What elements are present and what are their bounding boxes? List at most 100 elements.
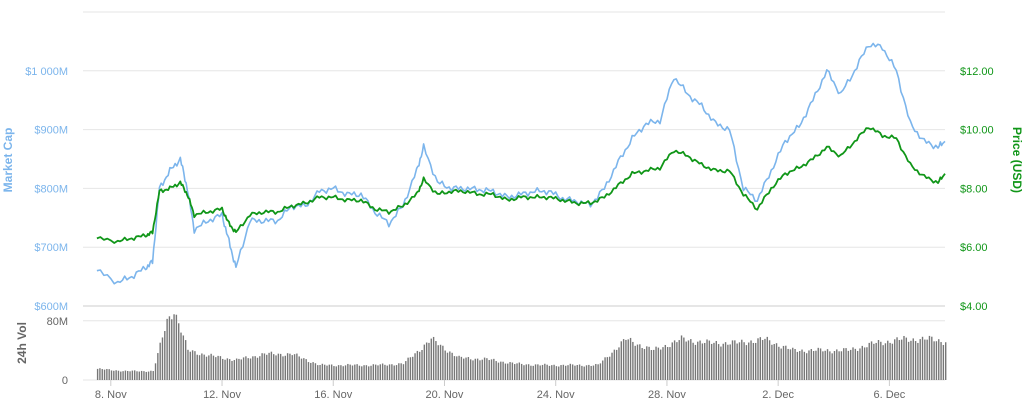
volume-bar [775, 343, 778, 380]
volume-bar [611, 352, 613, 380]
volume-bar [558, 366, 560, 380]
volume-bar [428, 342, 430, 380]
volume-bar [785, 345, 787, 380]
volume-bar [124, 370, 127, 380]
volume-bar [504, 363, 507, 380]
volume-bar [868, 342, 870, 380]
volume-bar [354, 364, 356, 380]
volume-bar [845, 348, 847, 380]
volume-bar [323, 364, 326, 380]
volume-bar [861, 345, 863, 380]
volume-bar [497, 362, 500, 380]
volume-bar [222, 358, 224, 380]
volume-bar [875, 342, 877, 380]
volume-bar [615, 349, 618, 380]
volume-bar [808, 350, 810, 380]
volume-bar [685, 341, 687, 380]
volume-bar [493, 358, 495, 380]
volume-bar [514, 364, 516, 380]
volume-bar [386, 365, 388, 380]
volume-bar [847, 350, 850, 380]
volume-bar [648, 346, 650, 380]
volume-bar [263, 353, 266, 380]
volume-bar [789, 349, 792, 380]
volume-bar [836, 349, 838, 380]
volume-bar [456, 356, 458, 380]
volume-bar [843, 348, 845, 380]
volume-bar [697, 341, 699, 380]
volume-bar [590, 365, 592, 380]
volume-bar [140, 370, 143, 380]
volume-bar [516, 363, 518, 380]
volume-bar [330, 364, 333, 380]
volume-bar [924, 339, 926, 380]
volume-bar [217, 355, 219, 380]
volume-bar [625, 339, 627, 380]
volume-bar [437, 345, 439, 380]
volume-bar [636, 344, 639, 380]
volume-bar [945, 342, 947, 380]
volume-bar [208, 355, 210, 380]
volume-bar [490, 359, 493, 380]
volume-bar [300, 358, 303, 380]
y-left-tick-label: $600M [34, 301, 68, 313]
volume-bar [312, 362, 314, 380]
volume-bar [377, 365, 379, 380]
volume-bar [143, 371, 145, 380]
volume-bar [402, 364, 405, 380]
volume-bar [715, 340, 717, 380]
volume-bar [368, 366, 370, 380]
volume-bar [284, 355, 286, 380]
volume-bar [926, 339, 928, 380]
volume-bar [430, 338, 432, 380]
volume-bar [771, 344, 773, 380]
y-left-title: Market Cap [1, 128, 15, 193]
volume-bar [159, 342, 161, 380]
volume-bar [553, 364, 555, 380]
volume-bar [604, 357, 606, 380]
volume-bar [671, 342, 673, 380]
volume-bar [891, 343, 894, 380]
volume-bar [722, 343, 724, 380]
volume-bar [627, 339, 629, 380]
volume-bar [912, 338, 914, 380]
volume-bar [481, 359, 483, 380]
volume-bar [106, 368, 108, 380]
volume-bar [599, 363, 602, 380]
volume-bar [720, 346, 722, 380]
volume-bar [921, 336, 924, 380]
volume-bar [463, 358, 465, 380]
volume-bar [184, 340, 187, 380]
volume-bar [147, 371, 150, 380]
volume-bar [173, 314, 175, 380]
volume-bar [620, 341, 622, 380]
x-tick-label: 20. Nov [426, 389, 464, 401]
volume-bar [551, 365, 553, 380]
volume-bars [96, 314, 947, 380]
y-left-tick-label: $800M [34, 183, 68, 195]
volume-bar [884, 343, 887, 380]
volume-bar [451, 352, 453, 380]
volume-bar [178, 323, 180, 380]
volume-bar [817, 347, 819, 380]
volume-bar [530, 365, 532, 380]
volume-bar [235, 358, 238, 380]
volume-bar [268, 352, 270, 380]
volume-bar [931, 336, 933, 380]
volume-bar [629, 337, 632, 380]
volume-bar [546, 364, 548, 380]
volume-bar [852, 347, 854, 380]
volume-bar [859, 348, 861, 380]
volume-bar [509, 362, 511, 380]
volume-bar [432, 336, 435, 380]
volume-bar [829, 351, 831, 380]
volume-bar [787, 348, 789, 380]
volume-bar [602, 360, 604, 380]
volume-bar [194, 351, 196, 380]
volume-bar [606, 357, 609, 380]
volume-bar [115, 370, 117, 380]
volume-bar [191, 350, 194, 380]
volume-bar [680, 335, 683, 380]
x-tick-label: 28. Nov [648, 389, 686, 401]
volume-bar [254, 356, 256, 380]
